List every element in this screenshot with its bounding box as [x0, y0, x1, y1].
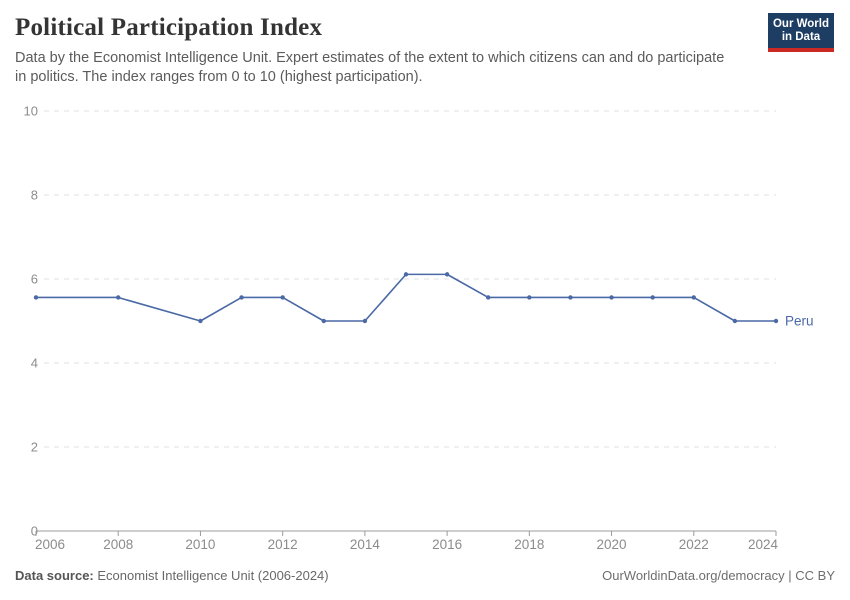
data-source: Data source: Economist Intelligence Unit… [15, 568, 329, 583]
data-point[interactable] [280, 295, 285, 300]
data-point[interactable] [650, 295, 655, 300]
x-tick-label: 2006 [35, 537, 65, 552]
data-point[interactable] [362, 318, 368, 324]
data-point[interactable] [33, 295, 39, 300]
x-tick-label: 2010 [185, 537, 215, 552]
owid-logo[interactable]: Our World in Data [768, 13, 834, 52]
x-tick-label: 2022 [679, 537, 709, 552]
data-source-value: Economist Intelligence Unit (2006-2024) [97, 568, 329, 583]
data-point[interactable] [568, 295, 573, 300]
data-point[interactable] [691, 295, 696, 300]
data-point[interactable] [486, 295, 491, 300]
x-tick-label: 2024 [748, 537, 779, 552]
data-source-label: Data source: [15, 568, 94, 583]
page-title: Political Participation Index [15, 14, 323, 41]
data-point[interactable] [198, 318, 203, 324]
y-tick-label: 8 [31, 188, 38, 203]
chart-header: Political Participation Index Data by th… [15, 14, 835, 87]
x-tick-label: 2016 [432, 537, 462, 552]
data-point[interactable] [732, 318, 738, 324]
data-point[interactable] [609, 295, 614, 300]
data-point[interactable] [444, 272, 450, 277]
y-tick-label: 0 [31, 524, 38, 539]
y-tick-label: 4 [31, 356, 38, 371]
x-tick-label: 2008 [103, 537, 133, 552]
x-tick-label: 2020 [597, 537, 627, 552]
data-point[interactable] [527, 295, 532, 300]
data-point[interactable] [321, 318, 326, 324]
y-tick-label: 10 [24, 104, 38, 119]
y-tick-label: 6 [31, 272, 38, 287]
owid-logo-line2: in Data [781, 31, 821, 43]
subtitle-line: in politics. The index ranges from 0 to … [15, 69, 423, 85]
chart-footer: Data source: Economist Intelligence Unit… [15, 568, 835, 583]
data-point[interactable] [403, 272, 409, 277]
owid-logo-line1: Our World [772, 18, 829, 30]
subtitle-line: Data by the Economist Intelligence Unit.… [15, 50, 725, 66]
data-point[interactable] [773, 318, 779, 324]
credit-link[interactable]: OurWorldinData.org/democracy | CC BY [602, 568, 835, 583]
data-point[interactable] [239, 295, 244, 300]
data-line [35, 273, 777, 322]
x-tick-label: 2018 [514, 537, 544, 552]
data-point[interactable] [116, 295, 121, 300]
x-tick-label: 2012 [268, 537, 298, 552]
x-tick-label: 2014 [350, 537, 381, 552]
entity-label[interactable]: Peru [785, 314, 814, 329]
y-tick-label: 2 [31, 440, 38, 455]
chart-subtitle: Data by the Economist Intelligence Unit.… [15, 49, 835, 87]
